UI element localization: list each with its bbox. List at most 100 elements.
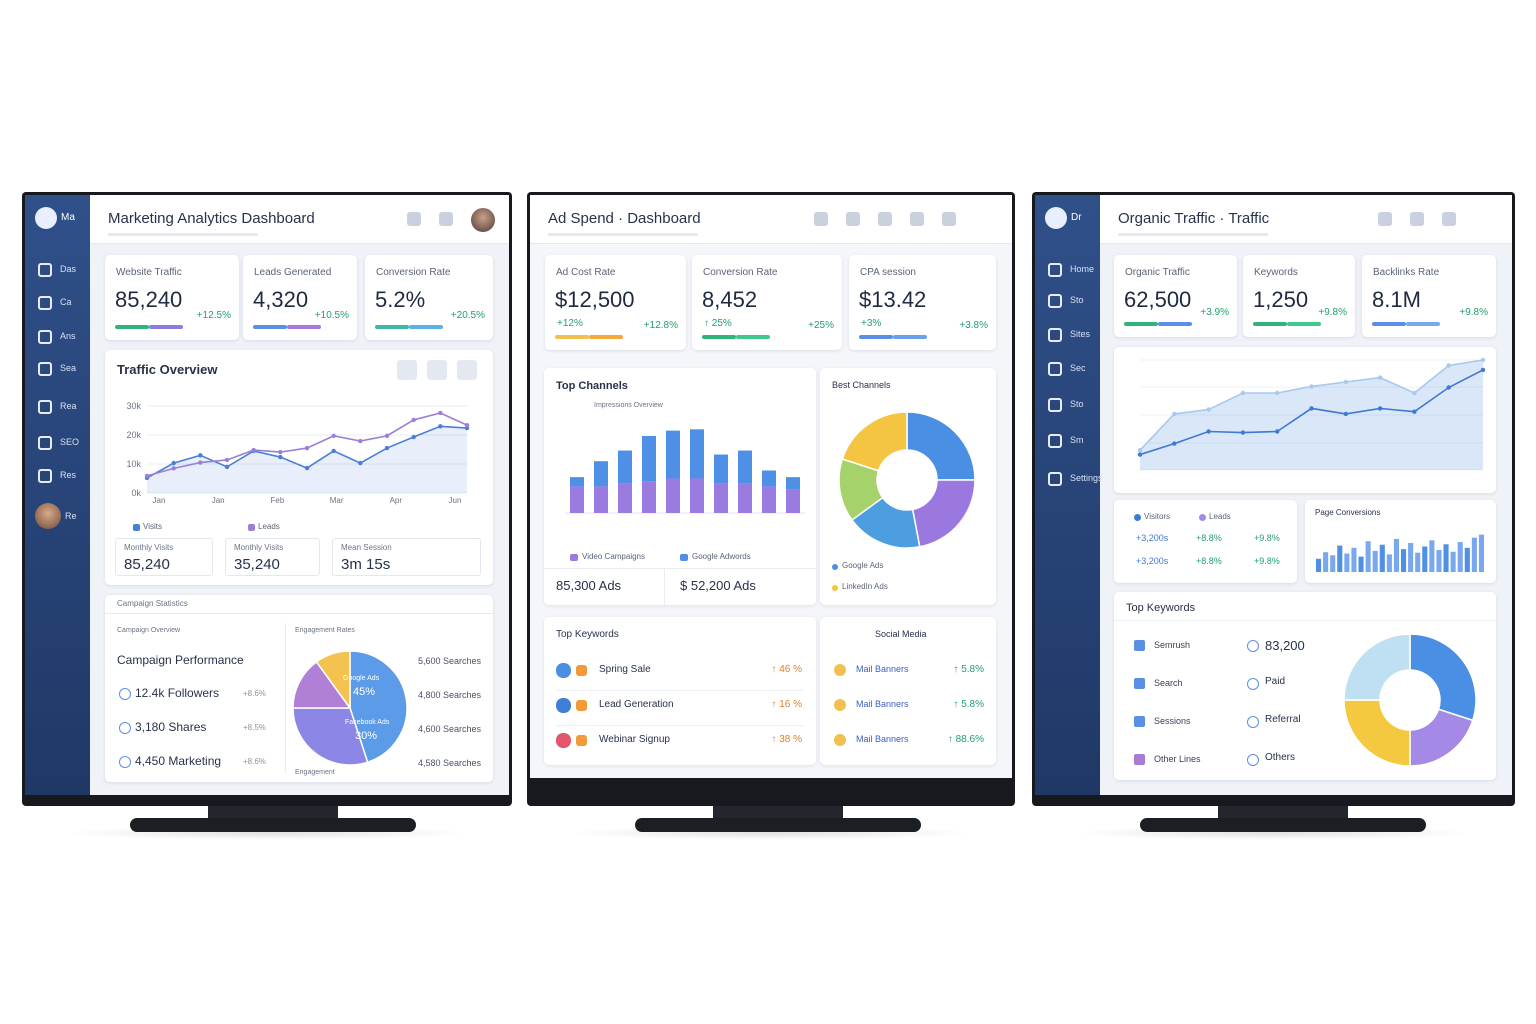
legend-row: +9.8% bbox=[1254, 556, 1280, 566]
row-divider bbox=[556, 690, 804, 691]
pie-slice bbox=[292, 707, 369, 766]
bar-segment bbox=[618, 483, 632, 513]
y-tick-label: 30k bbox=[126, 401, 141, 411]
channels-card: Top Channels Impressions Overview Video Ca… bbox=[544, 368, 816, 605]
legend-label: Visits bbox=[143, 522, 162, 531]
nav-label[interactable]: Sm bbox=[1070, 435, 1084, 445]
icon bbox=[1247, 678, 1259, 690]
conversions-card: Page Conversions bbox=[1305, 500, 1496, 583]
social-change: ↑ 88.6% bbox=[947, 734, 984, 745]
bar-segment bbox=[666, 430, 680, 479]
bar-segment bbox=[786, 489, 800, 513]
kpi-bar bbox=[1287, 322, 1321, 326]
icon bbox=[1134, 640, 1145, 651]
nav-label[interactable]: Sto bbox=[1070, 295, 1084, 305]
nav-label[interactable]: Ca bbox=[60, 297, 72, 307]
logo-icon bbox=[1045, 207, 1067, 229]
point bbox=[171, 466, 176, 471]
nav-icon bbox=[1048, 398, 1062, 412]
kpi-bar bbox=[1158, 322, 1192, 326]
kpi-bar bbox=[589, 335, 623, 339]
icon bbox=[407, 212, 421, 226]
card-title: Page Conversions bbox=[1315, 508, 1381, 517]
keyword-name: Webinar Signup bbox=[599, 734, 670, 745]
logo-text: Dr bbox=[1071, 212, 1082, 223]
icon bbox=[1247, 640, 1259, 652]
nav-label[interactable]: Sec bbox=[1070, 363, 1086, 373]
divider bbox=[544, 568, 816, 569]
nav-label[interactable]: Sea bbox=[60, 363, 77, 373]
icon bbox=[576, 700, 587, 711]
stat-box: Monthly Visits 35,240 bbox=[225, 538, 320, 576]
icon bbox=[1134, 716, 1145, 727]
kpi-label: Keywords bbox=[1254, 267, 1298, 278]
nav-icon bbox=[1048, 434, 1062, 448]
kpi-bar bbox=[115, 325, 149, 329]
card-subtitle: Campaign Overview bbox=[117, 627, 181, 634]
bar-segment bbox=[738, 483, 752, 513]
point bbox=[438, 410, 443, 416]
bar bbox=[1393, 539, 1399, 572]
icon bbox=[878, 212, 892, 226]
y-tick-label: 20k bbox=[126, 430, 141, 440]
nav-label[interactable]: SEO bbox=[60, 437, 80, 447]
nav-label[interactable]: Ans bbox=[60, 331, 76, 341]
x-tick-label: Jan bbox=[153, 496, 166, 505]
kpi-card: Website Traffic 85,240 +12.5% bbox=[105, 255, 239, 340]
kpi-value: 4,320 bbox=[253, 287, 309, 312]
bar bbox=[1316, 558, 1322, 572]
page-title: Marketing Analytics Dashboard bbox=[108, 210, 315, 227]
keyword-name: Sessions bbox=[1154, 716, 1191, 726]
icon bbox=[556, 663, 571, 678]
keyword-value: 83,200 bbox=[1265, 638, 1305, 653]
point bbox=[358, 438, 363, 444]
legend-label: LinkedIn Ads bbox=[842, 582, 888, 591]
nav-label[interactable]: Das bbox=[60, 264, 77, 274]
nav-icon bbox=[1048, 472, 1062, 486]
kpi-value: 8.1M bbox=[1372, 287, 1421, 312]
keyword-value: Others bbox=[1265, 752, 1296, 763]
item-text: 12.4k Followers bbox=[135, 686, 220, 700]
legend-row: +8.8% bbox=[1196, 556, 1222, 566]
point bbox=[1275, 429, 1280, 434]
bar bbox=[1330, 555, 1336, 572]
item-change: +8.5% bbox=[243, 723, 266, 732]
nav-label[interactable]: Sites bbox=[1070, 329, 1091, 339]
x-tick-label: Jan bbox=[212, 496, 225, 505]
kpi-bar bbox=[1406, 322, 1440, 326]
nav-label[interactable]: Sto bbox=[1070, 399, 1084, 409]
kpi-bar bbox=[409, 325, 443, 329]
pie-slice bbox=[1343, 633, 1411, 701]
bar bbox=[1436, 550, 1442, 572]
bar-segment bbox=[786, 477, 800, 490]
legend-row: +8.8% bbox=[1196, 533, 1222, 543]
point bbox=[1343, 411, 1348, 417]
kpi-card: Conversion Rate 8,452 +25% ↑ 25% bbox=[692, 255, 842, 350]
search-count: 5,600 Searches bbox=[417, 656, 481, 666]
kpi-value: 5.2% bbox=[375, 287, 426, 312]
kpi-label: Website Traffic bbox=[116, 267, 182, 278]
point bbox=[1172, 441, 1177, 446]
legend-label: Google Ads bbox=[842, 561, 884, 570]
kpi-label: Backlinks Rate bbox=[1373, 267, 1440, 278]
card-header: Campaign Statistics bbox=[117, 599, 188, 608]
nav-label[interactable]: Home bbox=[1070, 264, 1095, 274]
nav-label[interactable]: Settings bbox=[1070, 473, 1103, 483]
bar-segment bbox=[570, 477, 584, 487]
point bbox=[411, 417, 416, 423]
kpi-label: Ad Cost Rate bbox=[556, 267, 616, 278]
bar bbox=[1464, 547, 1470, 572]
point bbox=[1446, 385, 1451, 390]
icon bbox=[1134, 678, 1145, 689]
nav-label[interactable]: Rea bbox=[60, 401, 77, 411]
divider bbox=[285, 623, 286, 773]
point bbox=[438, 424, 443, 429]
kpi-sub: +12% bbox=[557, 318, 583, 329]
point bbox=[304, 465, 310, 471]
pie-slice bbox=[315, 650, 351, 711]
kpi-bar bbox=[893, 335, 927, 339]
point bbox=[1137, 452, 1143, 457]
nav-label[interactable]: Res bbox=[60, 470, 77, 480]
monitor-base bbox=[1140, 818, 1426, 832]
